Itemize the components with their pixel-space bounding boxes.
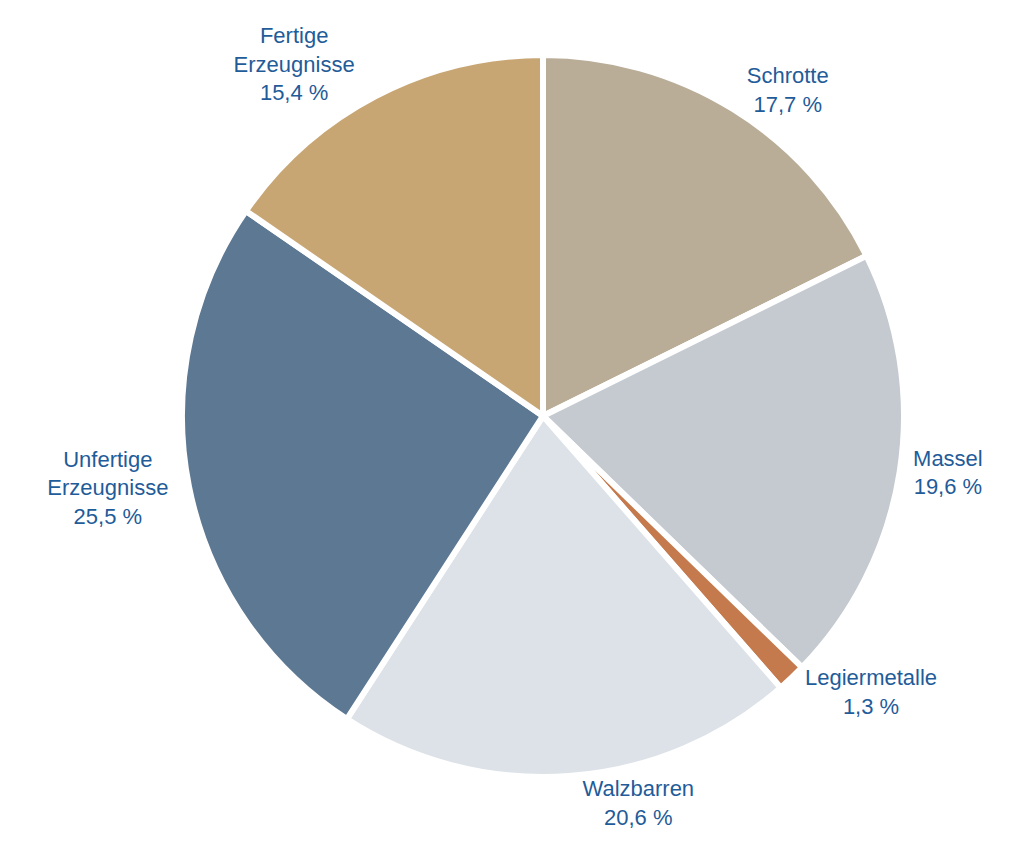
- svg-text:FertigeErzeugnisse15,4 %: FertigeErzeugnisse15,4 %: [234, 23, 355, 105]
- svg-text:Massel19,6 %: Massel19,6 %: [913, 446, 983, 500]
- svg-text:Legiermetalle1,3 %: Legiermetalle1,3 %: [805, 665, 937, 719]
- svg-text:Schrotte17,7 %: Schrotte17,7 %: [747, 63, 829, 117]
- svg-text:UnfertigeErzeugnisse25,5 %: UnfertigeErzeugnisse25,5 %: [47, 447, 168, 529]
- svg-text:Walzbarren20,6 %: Walzbarren20,6 %: [582, 776, 694, 830]
